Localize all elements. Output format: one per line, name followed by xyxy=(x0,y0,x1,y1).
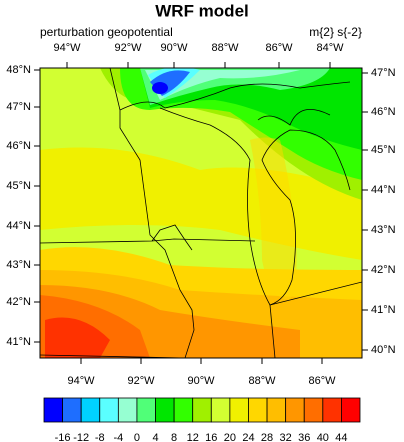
top-lon-label: 86°W xyxy=(265,42,293,54)
right-lat-label: 46°N xyxy=(371,106,396,118)
colorbar-box xyxy=(80,397,101,423)
top-lon-label: 94°W xyxy=(53,42,81,54)
colorbar-label: 4 xyxy=(152,432,158,442)
colorbar-label: 44 xyxy=(335,432,347,442)
colorbar-label: 12 xyxy=(187,432,199,442)
left-lat-label: 42°N xyxy=(6,296,31,308)
bottom-lon-label: 90°W xyxy=(187,375,215,387)
colorbar-box xyxy=(248,397,268,423)
colorbar-box xyxy=(117,397,138,423)
colorbar-box xyxy=(62,397,82,423)
right-lat-label: 44°N xyxy=(371,184,396,196)
top-lon-label: 88°W xyxy=(211,42,239,54)
colorbar-label: -12 xyxy=(73,432,89,442)
left-lat-label: 44°N xyxy=(6,220,31,232)
left-lat-label: 47°N xyxy=(6,101,31,113)
top-lon-label: 92°W xyxy=(114,42,142,54)
top-lon-label: 90°W xyxy=(160,42,188,54)
colorbar-box xyxy=(173,397,194,423)
right-lat-label: 40°N xyxy=(371,344,396,356)
right-lat-label: 45°N xyxy=(371,144,396,156)
title: WRF model xyxy=(155,1,249,20)
left-lat-label: 46°N xyxy=(6,140,31,152)
colorbar-box xyxy=(266,397,287,423)
colorbar-box xyxy=(210,397,231,423)
right-lat-label: 41°N xyxy=(371,304,396,316)
bottom-lon-label: 86°W xyxy=(308,375,336,387)
left-lat-label: 45°N xyxy=(6,180,31,192)
colorbar-box xyxy=(285,397,305,423)
colorbar-label: -8 xyxy=(95,432,105,442)
left-lat-label: 41°N xyxy=(6,336,31,348)
right-lat-label: 42°N xyxy=(371,264,396,276)
colorbar-label: 20 xyxy=(224,432,236,442)
bottom-lon-label: 92°W xyxy=(127,375,155,387)
right-lat-label: 43°N xyxy=(371,224,396,236)
colorbar-label: 0 xyxy=(134,432,140,442)
colorbar-label: 28 xyxy=(261,432,273,442)
colorbar-label: 16 xyxy=(205,432,217,442)
bottom-lon-label: 94°W xyxy=(67,375,95,387)
colorbar-box xyxy=(303,397,324,423)
map-field xyxy=(40,68,362,358)
colorbar-box xyxy=(322,397,342,423)
colorbar-box xyxy=(43,397,63,423)
colorbar-label: 40 xyxy=(317,432,329,442)
colorbar-box xyxy=(192,397,212,423)
colorbar-label: -16 xyxy=(55,432,71,442)
left-lat-label: 43°N xyxy=(6,259,31,271)
colorbar-box xyxy=(155,397,175,423)
colorbar-label: 24 xyxy=(242,432,254,442)
top-lon-label: 84°W xyxy=(316,42,344,54)
colorbar: -16 -12 -8 -4 0 4 8 12 16 20 24 28 32 36 40 44 xyxy=(43,397,361,442)
colorbar-label: 8 xyxy=(171,432,177,442)
bottom-lon-label: 88°W xyxy=(248,375,276,387)
colorbar-label: -4 xyxy=(113,432,123,442)
colorbar-label: 32 xyxy=(280,432,292,442)
left-lat-label: 48°N xyxy=(6,64,31,76)
left-string: perturbation geopotential xyxy=(40,25,173,39)
right-lat-label: 47°N xyxy=(371,67,396,79)
colorbar-box xyxy=(136,397,156,423)
colorbar-box xyxy=(341,397,361,423)
right-string: m{2} s{-2} xyxy=(309,25,362,39)
colorbar-box xyxy=(229,397,249,423)
colorbar-label: 36 xyxy=(298,432,310,442)
colorbar-box xyxy=(99,397,119,423)
axis-labels: 94°W 92°W 90°W 88°W 86°W 84°W 94°W 92°W 90°W 88°W… xyxy=(6,42,395,387)
